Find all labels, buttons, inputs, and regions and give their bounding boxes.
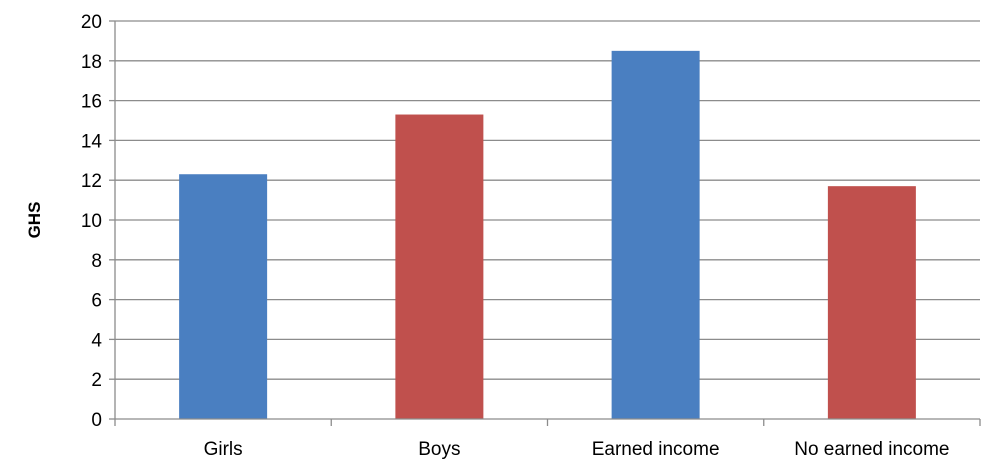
y-tick-label: 10 <box>81 211 102 232</box>
x-category-label: Girls <box>204 439 243 460</box>
y-tick-label: 14 <box>81 131 103 152</box>
bars <box>179 50 916 419</box>
y-axis-tick-labels: 0 2 4 6 8 10 12 14 16 18 20 <box>81 12 103 431</box>
bar-no-earned-income <box>827 186 916 419</box>
y-tick-label: 4 <box>91 330 102 351</box>
y-tick-label: 12 <box>81 171 102 192</box>
y-tick-label: 6 <box>91 291 102 312</box>
bar-girls <box>179 174 268 419</box>
bar-earned-income <box>611 50 700 419</box>
x-axis-category-labels: Girls Boys Earned income No earned income <box>204 439 950 460</box>
y-tick-label: 8 <box>91 251 102 272</box>
x-category-label: Boys <box>418 439 460 460</box>
y-axis-label: GHS <box>25 202 44 239</box>
y-tick-label: 16 <box>81 92 102 113</box>
y-tick-label: 0 <box>91 410 102 431</box>
x-category-label: Earned income <box>592 439 720 460</box>
bar-boys <box>395 114 484 419</box>
y-tick-label: 20 <box>81 12 102 33</box>
axes <box>114 21 981 426</box>
y-tick-label: 18 <box>81 52 102 73</box>
x-category-label: No earned income <box>794 439 949 460</box>
y-tick-label: 2 <box>91 370 102 391</box>
